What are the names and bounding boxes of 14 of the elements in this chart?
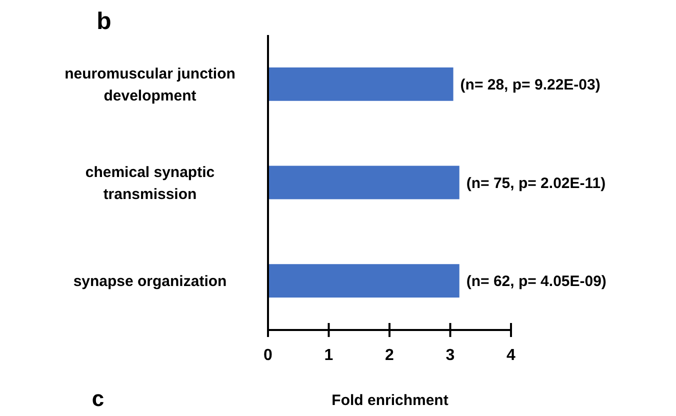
x-tick-label: 0 <box>264 347 273 364</box>
data-label: (n= 75, p= 2.02E-11) <box>466 174 606 192</box>
data-label: (n= 28, p= 9.22E-03) <box>460 76 600 94</box>
x-tick-label: 4 <box>506 347 516 364</box>
y-tick-label: neuromuscular junction development <box>64 65 236 104</box>
y-tick-label: synapse organization <box>73 273 227 290</box>
x-tick-label: 3 <box>446 347 455 364</box>
x-axis-title: Fold enrichment <box>332 392 448 409</box>
x-tick-label: 2 <box>385 347 394 364</box>
data-label: (n= 62, p= 4.05E-09) <box>466 273 606 290</box>
y-tick-label: chemical synaptic transmission <box>85 164 215 203</box>
chart-title: b <box>96 8 112 35</box>
x-tick-label: 1 <box>324 347 334 364</box>
text: c <box>92 386 104 411</box>
